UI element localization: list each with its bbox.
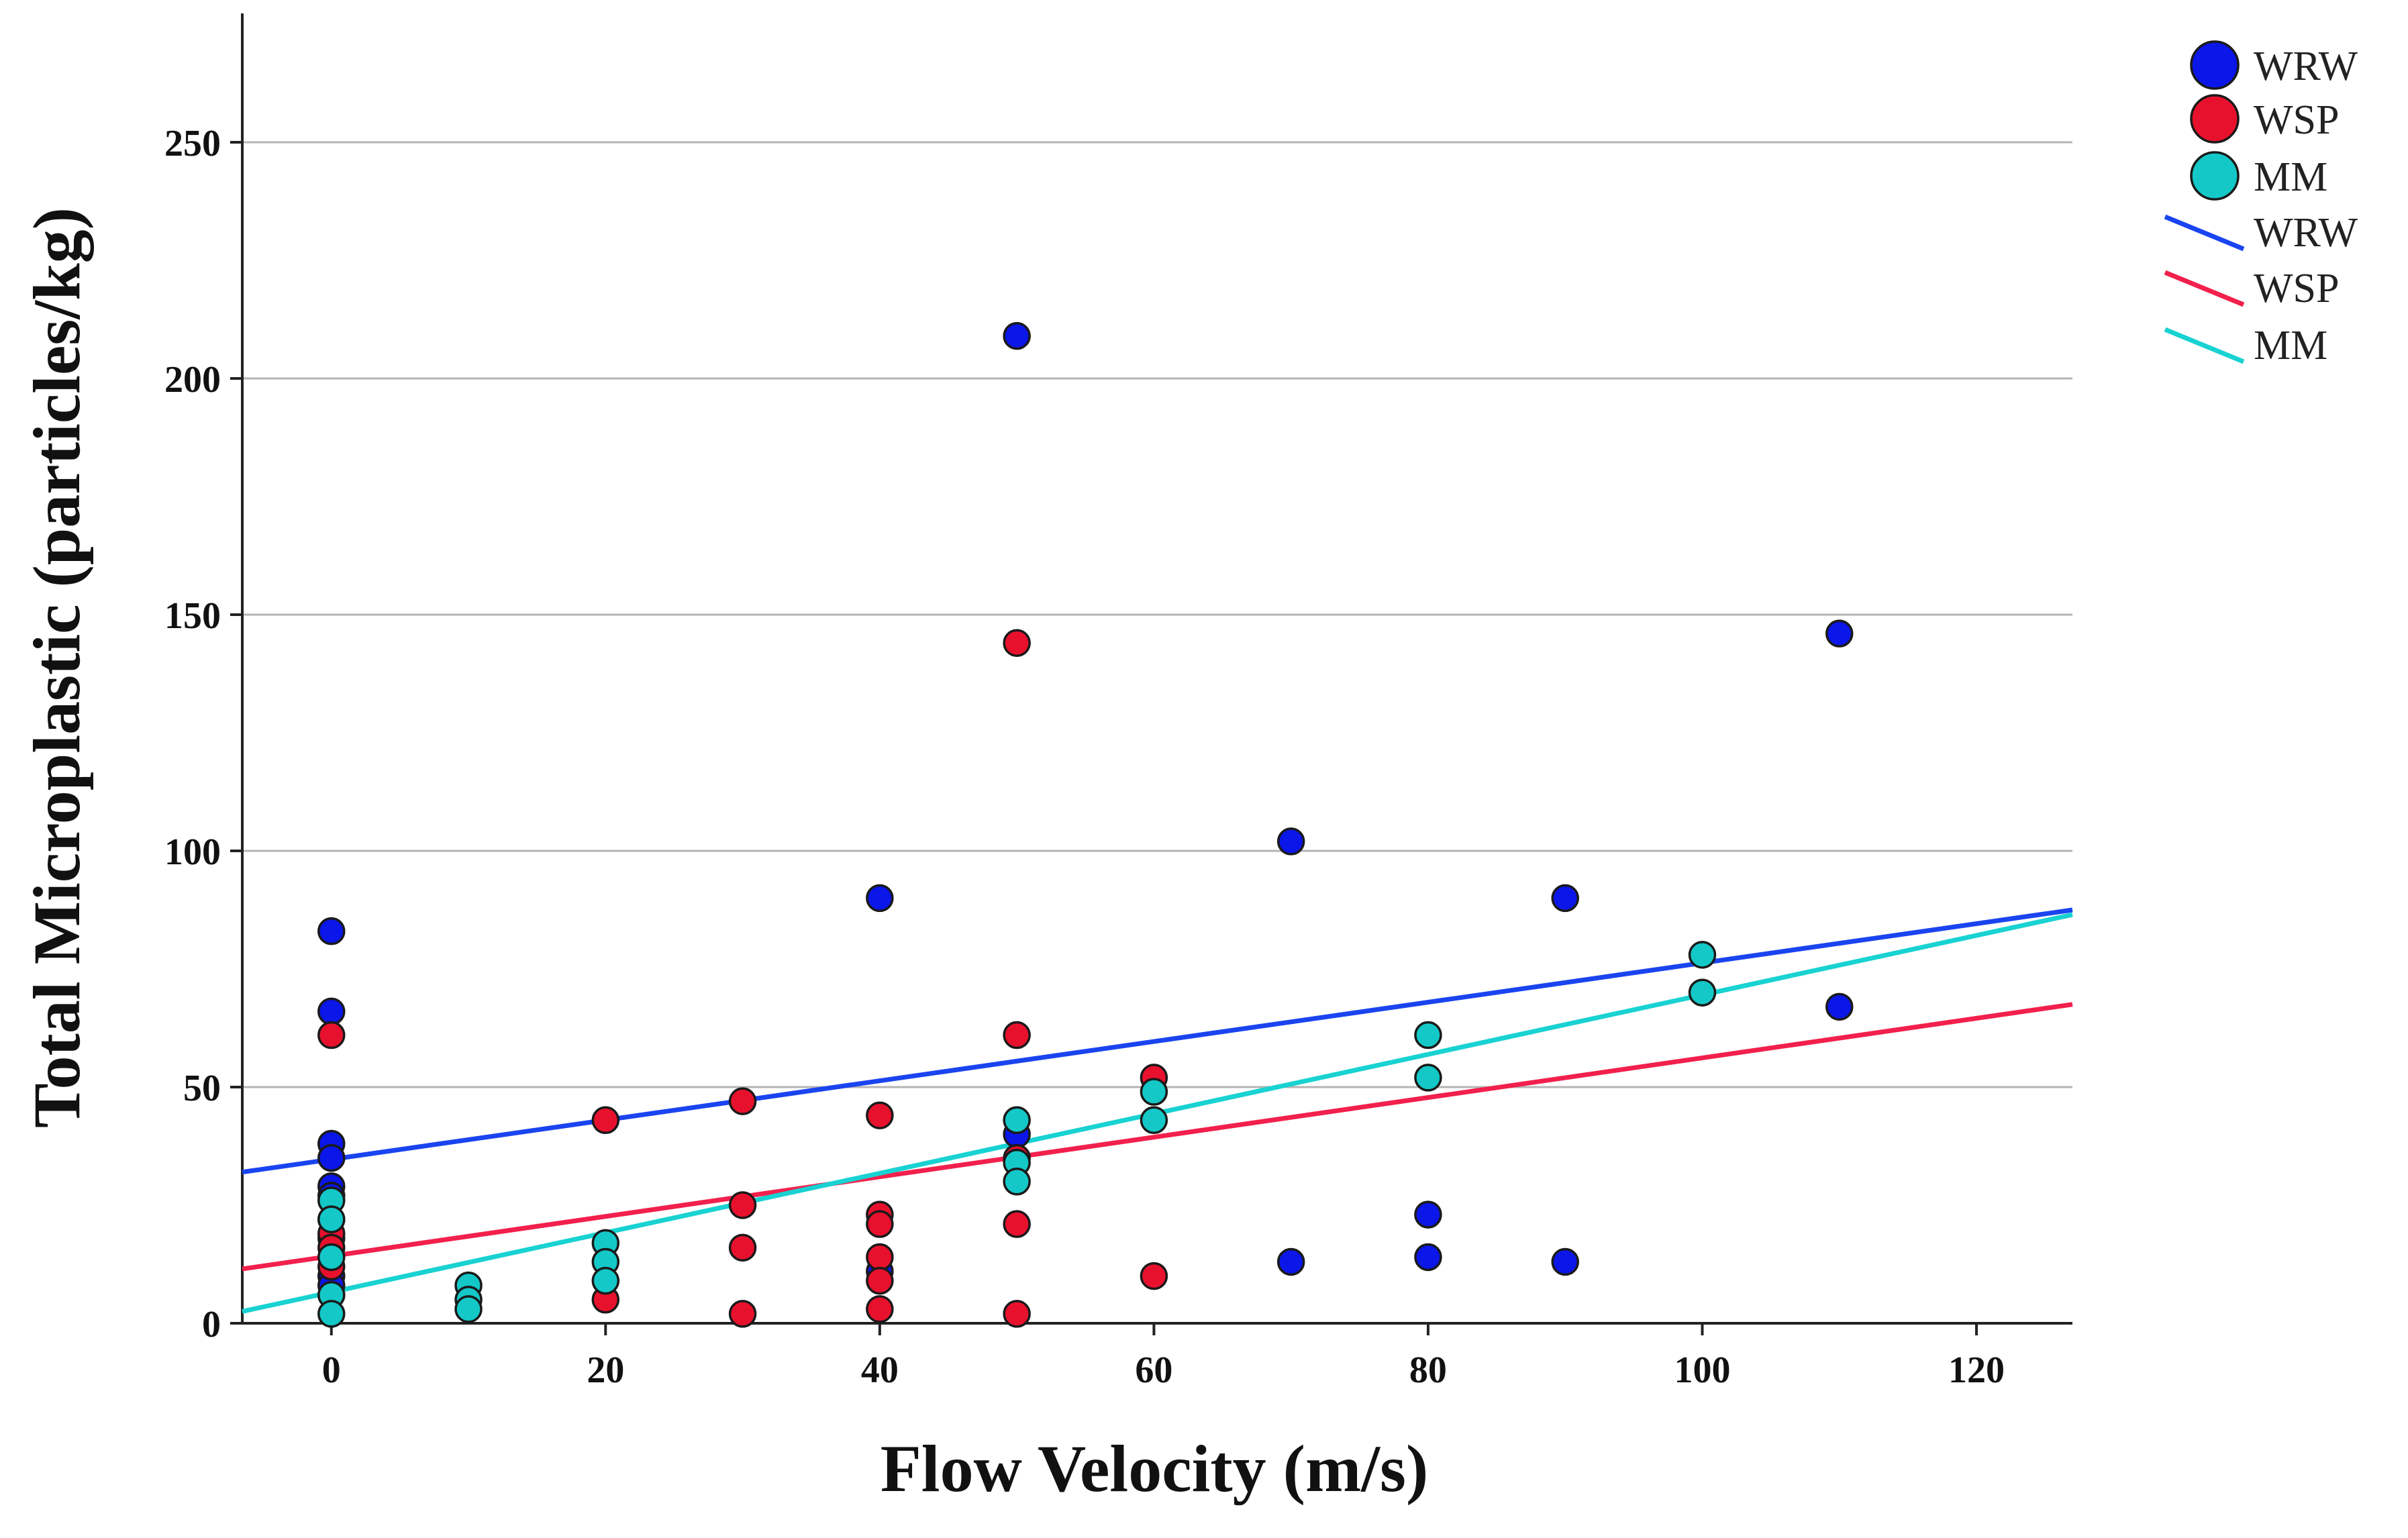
point-mm-11 (1003, 1106, 1031, 1135)
point-wsp-10 (728, 1300, 757, 1328)
point-mm-14 (1140, 1078, 1168, 1106)
point-wsp-11 (866, 1101, 894, 1129)
point-wsp-7 (728, 1087, 757, 1115)
point-mm-19 (1688, 978, 1717, 1007)
point-wrw-1 (317, 997, 346, 1026)
legend-label-wrw: WRW (2254, 44, 2358, 89)
point-wrw-15 (1276, 1247, 1305, 1276)
y-axis-title: Total Microplastic (particles/kg) (19, 207, 94, 1128)
point-wrw-14 (1276, 827, 1305, 856)
gridlines (242, 141, 2072, 1088)
point-wrw-0 (317, 917, 346, 945)
x-tick-label-20: 20 (587, 1349, 624, 1391)
y-tick-label-100: 100 (164, 831, 221, 873)
point-mm-7 (454, 1295, 483, 1323)
x-tick-label-0: 0 (322, 1349, 341, 1391)
point-wrw-21 (1825, 992, 1854, 1021)
legend-line-label-wrw: WRW (2254, 210, 2358, 256)
point-mm-15 (1140, 1106, 1168, 1135)
point-wrw-3 (317, 1143, 346, 1172)
point-mm-10 (591, 1266, 620, 1295)
axis-titles: Flow Velocity (m/s) Total Microplastic (… (19, 207, 1428, 1506)
y-tick-label-150: 150 (164, 595, 221, 637)
legend: WRW WSP MM WRW WSP MM (2164, 40, 2358, 368)
point-mm-1 (317, 1205, 346, 1233)
legend-line-wsp (2164, 270, 2245, 307)
point-wsp-8 (728, 1191, 757, 1219)
point-wrw-19 (1551, 1247, 1579, 1276)
point-wsp-17 (1003, 629, 1031, 657)
fit-line-wsp (242, 1002, 2073, 1272)
point-wsp-0 (317, 1021, 346, 1049)
point-mm-16 (1414, 1021, 1442, 1049)
tick-labels: 0 50 100 150 200 250 0 20 40 60 80 100 120 (164, 123, 2005, 1391)
point-wrw-10 (866, 884, 894, 913)
point-wsp-21 (1003, 1300, 1031, 1328)
legend-line-label-mm: MM (2254, 323, 2327, 368)
point-wsp-18 (1003, 1021, 1031, 1049)
data-points (317, 321, 1854, 1328)
legend-line-mm (2164, 327, 2245, 364)
legend-marker-wrw (2190, 40, 2240, 90)
point-wsp-16 (866, 1295, 894, 1323)
point-wrw-20 (1825, 619, 1854, 648)
point-wsp-9 (728, 1233, 757, 1262)
legend-label-mm: MM (2254, 154, 2327, 200)
legend-marker-mm (2190, 151, 2240, 201)
axes (241, 13, 2072, 1325)
x-tick-label-40: 40 (861, 1349, 899, 1391)
legend-label-wsp: WSP (2254, 97, 2339, 143)
point-wsp-13 (866, 1210, 894, 1238)
point-wrw-17 (1414, 1243, 1442, 1272)
x-tick-label-120: 120 (1948, 1349, 2005, 1391)
x-tick-label-80: 80 (1409, 1349, 1447, 1391)
y-tick-label-0: 0 (202, 1304, 221, 1345)
point-wrw-16 (1414, 1200, 1442, 1229)
legend-line-label-wsp: WSP (2254, 266, 2339, 311)
x-tick-label-60: 60 (1135, 1349, 1172, 1391)
point-wsp-23 (1140, 1262, 1168, 1290)
point-wsp-20 (1003, 1210, 1031, 1238)
x-tick-label-100: 100 (1674, 1349, 1730, 1391)
y-tick-label-50: 50 (183, 1068, 221, 1109)
point-mm-17 (1414, 1064, 1442, 1092)
point-mm-2 (317, 1243, 346, 1272)
legend-marker-wsp (2190, 94, 2240, 144)
y-tick-label-250: 250 (164, 123, 221, 164)
point-mm-18 (1688, 941, 1717, 969)
legend-line-wrw (2164, 214, 2245, 252)
point-mm-13 (1003, 1168, 1031, 1196)
point-wrw-18 (1551, 884, 1579, 913)
y-tick-label-200: 200 (164, 359, 221, 401)
point-wsp-5 (591, 1106, 620, 1135)
point-mm-4 (317, 1300, 346, 1328)
x-axis-title: Flow Velocity (m/s) (881, 1431, 1429, 1506)
point-wsp-14 (866, 1243, 894, 1272)
point-wsp-15 (866, 1266, 894, 1295)
point-wrw-12 (1003, 321, 1031, 350)
fit-line-wrw (242, 907, 2073, 1175)
